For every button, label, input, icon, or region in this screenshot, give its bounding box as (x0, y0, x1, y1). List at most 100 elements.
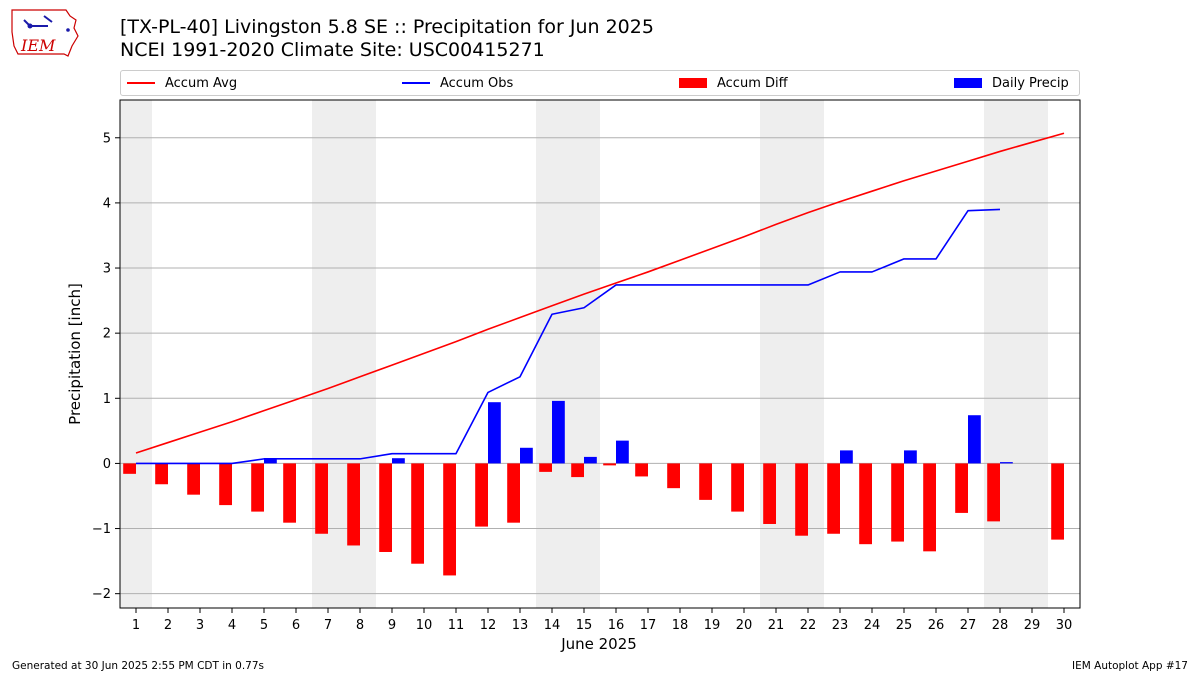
x-tick-label: 26 (928, 618, 945, 633)
accum-diff-bar (219, 463, 232, 506)
x-tick-label: 13 (512, 618, 529, 633)
daily-precip-bar (616, 440, 629, 464)
x-tick-label: 11 (448, 618, 465, 633)
chart-subtitle: NCEI 1991-2020 Climate Site: USC00415271 (120, 39, 545, 61)
legend-item-daily-precip: Daily Precip (954, 71, 1069, 95)
daily-precip-bar (488, 402, 501, 464)
legend: Accum Avg Accum Obs Accum Diff Daily Pre… (120, 70, 1080, 96)
accum-diff-bar (859, 463, 872, 545)
accum-diff-bar (987, 463, 1000, 522)
weekend-band (760, 100, 792, 608)
x-tick-label: 23 (832, 618, 849, 633)
accum-diff-bar (283, 463, 296, 523)
y-tick-label: −1 (92, 522, 111, 537)
y-tick-label: 2 (103, 327, 111, 342)
legend-swatch-daily-precip (954, 78, 982, 88)
x-tick-label: 8 (356, 618, 364, 633)
accum-diff-bar (891, 463, 904, 542)
y-tick-label: 0 (103, 457, 111, 472)
accum-diff-bar (187, 463, 200, 495)
x-tick-label: 19 (704, 618, 721, 633)
x-tick-label: 24 (864, 618, 881, 633)
x-tick-label: 14 (544, 618, 561, 633)
x-tick-label: 6 (292, 618, 300, 633)
accum-diff-bar (667, 463, 680, 489)
legend-label-accum-obs: Accum Obs (440, 75, 514, 91)
legend-swatch-accum-obs (402, 82, 430, 84)
accum-diff-bar (315, 463, 328, 534)
y-tick-label: 1 (103, 392, 111, 407)
daily-precip-bar (552, 400, 565, 464)
accum-diff-bar (155, 463, 168, 485)
app-note: IEM Autoplot App #17 (1072, 660, 1188, 672)
x-tick-label: 7 (324, 618, 332, 633)
x-tick-label: 3 (196, 618, 204, 633)
weekend-band (568, 100, 600, 608)
accum-diff-bar (763, 463, 776, 524)
y-tick-label: 5 (103, 131, 111, 146)
accum-diff-bar (251, 463, 264, 512)
accum-diff-bar (827, 463, 840, 534)
x-tick-label: 15 (576, 618, 593, 633)
legend-swatch-accum-diff (679, 78, 707, 88)
x-tick-label: 9 (388, 618, 396, 633)
iem-logo: IEM (11, 9, 79, 57)
accum-diff-bar (635, 463, 648, 477)
legend-item-accum-diff: Accum Diff (679, 71, 788, 95)
y-tick-label: −2 (92, 587, 111, 602)
accum-diff-bar (795, 463, 808, 536)
accum-diff-bar (347, 463, 360, 546)
weekend-band (1016, 100, 1048, 608)
daily-precip-bar (1000, 462, 1013, 464)
x-tick-label: 2 (164, 618, 172, 633)
weekend-band (984, 100, 1016, 608)
accum-diff-bar (475, 463, 488, 527)
x-tick-label: 22 (800, 618, 817, 633)
daily-precip-bar (392, 458, 405, 464)
plot-frame (119, 99, 1081, 609)
accum-diff-bar (539, 463, 552, 472)
lines (135, 132, 1065, 465)
x-tick-label: 5 (260, 618, 268, 633)
x-tick-label: 28 (992, 618, 1009, 633)
x-tick-label: 30 (1056, 618, 1073, 633)
accum-diff-bar (603, 463, 616, 466)
logo-text: IEM (20, 36, 56, 55)
accum-diff-bar (411, 463, 424, 564)
accum-diff-bar (699, 463, 712, 500)
legend-label-daily-precip: Daily Precip (992, 75, 1069, 91)
x-tick-label: 10 (416, 618, 433, 633)
x-tick-label: 29 (1024, 618, 1041, 633)
legend-item-accum-avg: Accum Avg (127, 71, 237, 95)
x-tick-label: 12 (480, 618, 497, 633)
daily-precip-bar (520, 447, 533, 464)
weekend-band (536, 100, 568, 608)
x-tick-label: 21 (768, 618, 785, 633)
bars (123, 400, 1064, 576)
legend-swatch-accum-avg (127, 82, 155, 84)
generated-note: Generated at 30 Jun 2025 2:55 PM CDT in … (12, 660, 265, 672)
daily-precip-bar (584, 456, 597, 464)
accum-diff-bar (507, 463, 520, 523)
y-axis-label: Precipitation [inch] (66, 283, 84, 425)
accum-diff-bar (571, 463, 584, 478)
legend-label-accum-diff: Accum Diff (717, 75, 788, 91)
x-axis-label: June 2025 (561, 635, 637, 653)
x-tick-label: 4 (228, 618, 236, 633)
accum-diff-bar (443, 463, 456, 576)
x-tick-label: 20 (736, 618, 753, 633)
chart-title: [TX-PL-40] Livingston 5.8 SE :: Precipit… (120, 16, 654, 38)
accum-obs-line (136, 208, 1001, 465)
daily-precip-bar (968, 415, 981, 464)
x-tick-label: 27 (960, 618, 977, 633)
legend-label-accum-avg: Accum Avg (165, 75, 238, 91)
accum-avg-line (135, 132, 1065, 454)
weekend-shading (120, 100, 1048, 608)
daily-precip-bar (904, 450, 917, 464)
daily-precip-bar (840, 450, 853, 464)
x-tick-label: 18 (672, 618, 689, 633)
accum-diff-bar (123, 463, 136, 474)
y-tick-label: 4 (103, 196, 111, 211)
